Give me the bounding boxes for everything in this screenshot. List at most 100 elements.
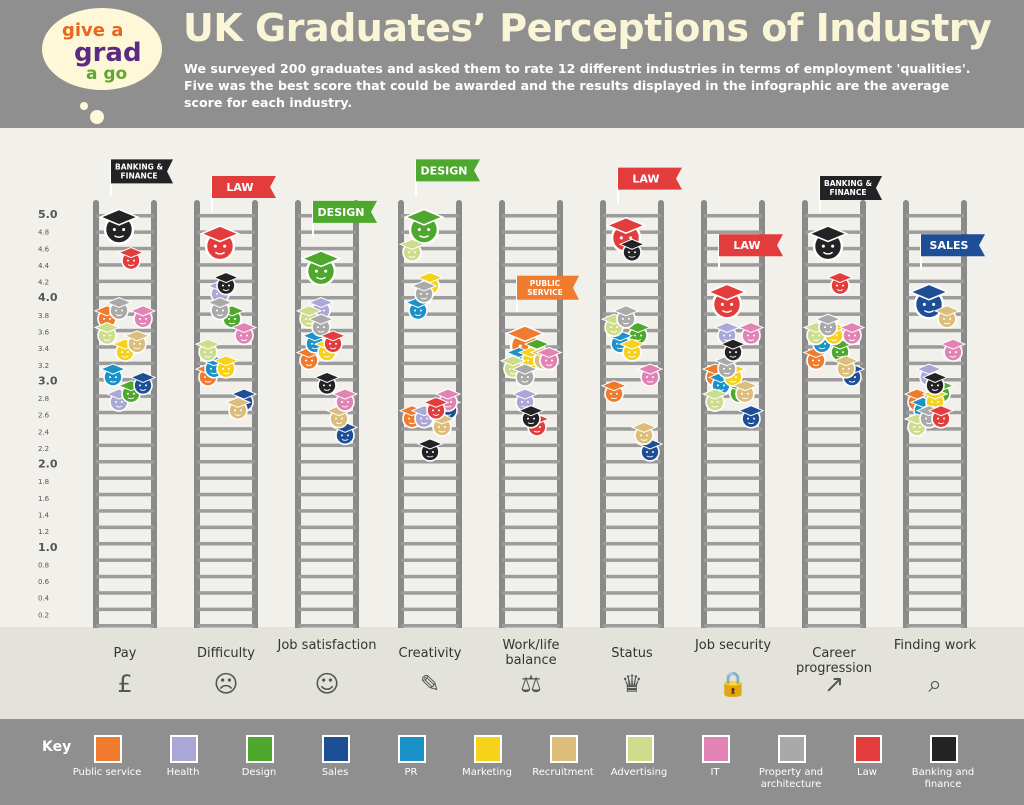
ladder-rung <box>603 509 661 513</box>
ladder-rung <box>197 345 255 349</box>
y-tick-label: 1.4 <box>38 512 50 520</box>
ladder-rung <box>96 542 154 546</box>
logo-cloud <box>44 10 160 88</box>
flag-label: LAW <box>226 181 253 194</box>
winner-flag: DESIGN <box>312 200 377 237</box>
industry-marker <box>129 305 157 329</box>
ladder-rung <box>906 492 964 497</box>
flag-banner <box>212 175 276 198</box>
ladder-rung <box>502 574 560 579</box>
ladder-rung <box>805 427 863 431</box>
ladder-rung <box>502 607 560 612</box>
y-tick-label: 3.4 <box>38 345 50 353</box>
y-tick-label: 1.0 <box>38 541 58 554</box>
logo-bubble-small <box>80 102 88 110</box>
ladder-rung <box>96 525 154 530</box>
winner-flag: LAW <box>718 234 783 271</box>
industry-marker <box>731 380 759 404</box>
winner-flag: BANKING &FINANCE <box>819 175 882 212</box>
industry-marker <box>921 371 949 396</box>
key-item-label: Marketing <box>462 767 512 778</box>
ladder-rung <box>96 296 154 300</box>
ladder-rung <box>197 328 255 333</box>
ladder-rung <box>603 296 661 300</box>
ladder-rung <box>906 230 964 234</box>
category-label: Work/life balance <box>502 638 560 668</box>
industry-marker <box>832 355 860 379</box>
ladder-rung <box>298 394 356 398</box>
industry-marker <box>295 346 323 371</box>
winner-flag: LAW <box>211 175 276 212</box>
ladder-rung <box>197 263 255 267</box>
ladder-rung <box>197 525 255 530</box>
winner-marker <box>807 225 849 262</box>
industry-marker <box>618 338 646 362</box>
ladder-rung <box>906 607 964 612</box>
y-tick-label: 2.0 <box>38 458 58 471</box>
flag-label: LAW <box>733 239 760 252</box>
ladder-rung <box>197 476 255 480</box>
ladder-rung <box>906 279 964 284</box>
industry-marker <box>630 421 658 446</box>
flag-label: FINANCE <box>830 188 867 197</box>
ladder-rung <box>401 574 459 579</box>
y-tick-label: 3.2 <box>38 362 49 370</box>
ladder-rung <box>298 574 356 579</box>
ladder-rung <box>298 246 356 251</box>
ladder-rung <box>603 558 661 562</box>
winner-marker <box>199 225 241 262</box>
flag-label: BANKING & <box>824 179 872 188</box>
y-tick-label: 4.6 <box>38 245 50 253</box>
industry-marker <box>212 355 240 379</box>
ladder-rung <box>704 591 762 595</box>
category-label: Creativity <box>398 646 462 661</box>
flag-banner <box>517 275 579 300</box>
ladder-rung <box>805 361 863 366</box>
winner-marker <box>706 283 748 320</box>
ladder-rung <box>603 394 661 398</box>
ladder-rung <box>704 263 762 267</box>
y-axis-ticks: 5.0 4.8 4.6 4.4 4.2 4.0 3.8 3.6 3.4 3.2 3.0 2.8 2.6 2… <box>38 208 58 619</box>
ladder-rung <box>197 574 255 579</box>
ladder-rung <box>603 574 661 579</box>
ladder-rung <box>906 443 964 448</box>
flag-label: DESIGN <box>318 206 365 219</box>
ladder-rung <box>502 230 560 234</box>
ladder-rung <box>906 328 964 333</box>
ladder-rung <box>805 525 863 530</box>
page-subtitle: We surveyed 200 graduates and asked them… <box>184 61 971 110</box>
ladder-rung <box>704 214 762 218</box>
ladder-rung <box>96 328 154 333</box>
industry-marker <box>325 405 353 429</box>
ladder-rung <box>298 558 356 562</box>
ladder-rung <box>603 361 661 366</box>
ladder-rung <box>704 279 762 284</box>
key-label: Key <box>42 739 72 755</box>
ladder-rung <box>401 361 459 366</box>
industry-marker <box>927 405 955 429</box>
ladder <box>802 200 866 628</box>
ladder-rung <box>401 427 459 431</box>
flag-banner <box>921 234 985 257</box>
ladder-rung <box>298 492 356 497</box>
ladder-rung <box>401 525 459 530</box>
ladder-rung <box>805 624 863 628</box>
ladder-rung <box>197 607 255 612</box>
industry-marker <box>422 396 450 421</box>
ladder-rung <box>603 525 661 530</box>
category-label: Pay <box>113 646 137 661</box>
ladder-rung <box>96 509 154 513</box>
ladder-rung <box>603 542 661 546</box>
ladder-rung <box>603 279 661 284</box>
sad-face-icon: ☹ <box>213 670 239 698</box>
industry-marker <box>313 371 341 396</box>
y-tick-label: 3.8 <box>38 312 49 320</box>
ladder-rung <box>502 525 560 530</box>
ladder-rung <box>805 296 863 300</box>
ladder-rung <box>197 492 255 497</box>
ladder-rung <box>704 230 762 234</box>
ladder-rung <box>401 492 459 497</box>
ladder-rung <box>906 591 964 595</box>
winner-marker <box>98 208 140 245</box>
ladder-rung <box>96 460 154 464</box>
